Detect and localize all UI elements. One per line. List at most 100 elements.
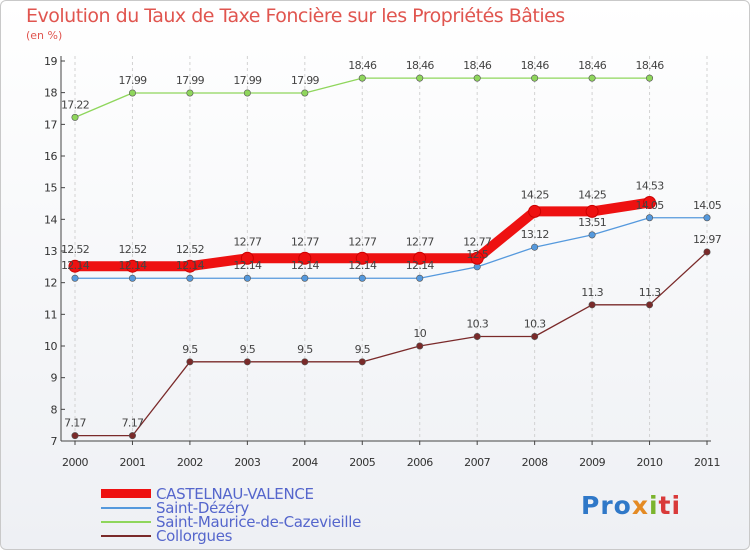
data-point — [68, 259, 82, 273]
data-point — [186, 358, 194, 366]
series-line — [74, 217, 708, 279]
legend-label: Collorgues — [156, 527, 233, 545]
data-point — [643, 196, 657, 210]
legend-swatch — [101, 507, 151, 509]
data-label: 18.46 — [406, 59, 435, 72]
data-label: 9.5 — [297, 343, 313, 356]
x-tick-label: 2009 — [579, 456, 605, 469]
data-point — [588, 231, 596, 239]
data-point — [416, 274, 424, 282]
data-label: 18.46 — [636, 59, 665, 72]
data-label: 17.99 — [291, 74, 320, 87]
data-point — [355, 251, 369, 265]
data-point — [416, 342, 424, 350]
x-tick-label: 2005 — [349, 456, 375, 469]
legend-swatch — [101, 521, 151, 523]
data-point — [473, 74, 481, 82]
data-point — [470, 251, 484, 265]
x-tick-label: 2000 — [62, 456, 88, 469]
data-label: 12.14 — [61, 259, 90, 272]
data-label: 12.14 — [348, 259, 377, 272]
data-label: 17.99 — [118, 74, 147, 87]
legend-label: Saint-Maurice-de-Cazevieille — [156, 513, 362, 531]
data-label: 12.14 — [176, 259, 205, 272]
data-label: 12.14 — [406, 259, 435, 272]
x-tick-label: 2008 — [522, 456, 548, 469]
data-point — [531, 243, 539, 251]
data-point — [186, 89, 194, 97]
data-point — [301, 274, 309, 282]
data-label: 12.52 — [176, 243, 204, 256]
data-point — [703, 248, 711, 256]
series-line — [74, 251, 708, 437]
data-label: 9.5 — [182, 343, 198, 356]
legend: CASTELNAU-VALENCE Saint-Dézéry Saint-Mau… — [101, 485, 421, 545]
data-point — [125, 259, 139, 273]
data-point — [585, 204, 599, 218]
legend-item-castelnau-valence: CASTELNAU-VALENCE — [101, 485, 421, 503]
x-tick-label: 2003 — [234, 456, 260, 469]
logo-part: x — [631, 491, 649, 520]
y-tick-label: 14 — [44, 213, 57, 226]
data-label: 10.3 — [524, 318, 546, 331]
data-point — [588, 301, 596, 309]
data-label: 12.14 — [291, 259, 320, 272]
y-tick-label: 17 — [44, 118, 57, 131]
data-label: 9.5 — [355, 343, 371, 356]
data-label: 18.46 — [463, 59, 492, 72]
data-label: 10.3 — [466, 318, 488, 331]
data-label: 7.17 — [122, 417, 144, 430]
y-tick-label: 12 — [44, 277, 57, 290]
data-label: 9.5 — [240, 343, 256, 356]
data-label: 17.99 — [233, 74, 262, 87]
legend-item-saint-dezery: Saint-Dézéry — [101, 499, 421, 517]
data-point — [473, 332, 481, 340]
data-label: 14.05 — [693, 199, 722, 212]
data-label: 14.05 — [636, 199, 665, 212]
y-tick-label: 7 — [51, 435, 58, 448]
data-label: 7.17 — [64, 417, 86, 430]
data-label: 18.46 — [578, 59, 607, 72]
data-label: 12.77 — [463, 235, 492, 248]
data-point — [416, 74, 424, 82]
data-point — [531, 74, 539, 82]
data-point — [588, 74, 596, 82]
logo-part: i — [648, 491, 659, 520]
data-point — [358, 74, 366, 82]
data-point — [240, 251, 254, 265]
data-point — [646, 74, 654, 82]
data-point — [128, 274, 136, 282]
x-tick-label: 2002 — [177, 456, 203, 469]
data-point — [183, 259, 197, 273]
x-tick-label: 2007 — [464, 456, 490, 469]
data-point — [646, 301, 654, 309]
data-label: 13.12 — [521, 228, 549, 241]
data-label: 14.25 — [578, 188, 607, 201]
data-label: 17.99 — [176, 74, 205, 87]
data-point — [646, 214, 654, 222]
y-tick-label: 9 — [51, 372, 58, 385]
data-point — [128, 432, 136, 440]
data-point — [243, 274, 251, 282]
data-label: 13.51 — [578, 216, 606, 229]
x-tick-label: 2004 — [292, 456, 318, 469]
y-tick-label: 13 — [44, 245, 57, 258]
data-label: 11.3 — [581, 286, 603, 299]
data-label: 14.53 — [636, 180, 665, 193]
data-label: 12.5 — [466, 248, 488, 261]
y-tick-label: 8 — [51, 403, 58, 416]
proxiti-logo: Proxiti — [581, 491, 681, 520]
data-point — [413, 251, 427, 265]
data-label: 14.25 — [521, 188, 550, 201]
data-label: 12.14 — [233, 259, 262, 272]
chart-title: Evolution du Taux de Taxe Foncière sur l… — [26, 5, 565, 27]
legend-label: Saint-Dézéry — [156, 499, 250, 517]
data-point — [358, 358, 366, 366]
data-label: 12.97 — [693, 233, 722, 246]
y-tick-label: 18 — [44, 87, 57, 100]
data-point — [528, 204, 542, 218]
data-point — [71, 274, 79, 282]
x-tick-label: 2001 — [119, 456, 145, 469]
logo-part: Pro — [581, 491, 632, 520]
